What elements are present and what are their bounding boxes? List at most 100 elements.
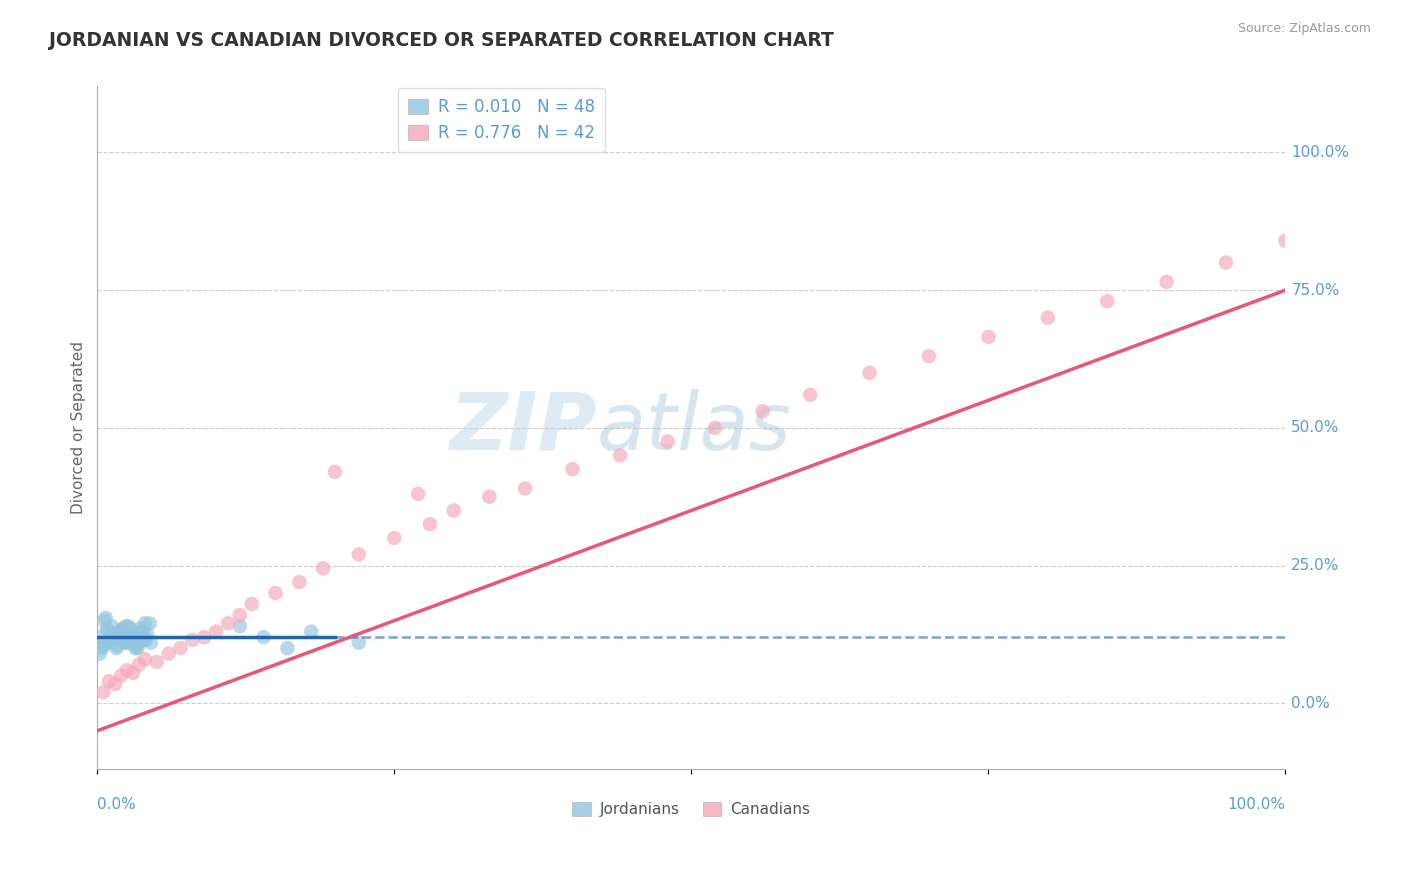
Point: [110, 668, 132, 682]
Point: [406, 487, 429, 501]
Point: [115, 663, 138, 677]
Point: [134, 652, 156, 666]
Point: [96, 622, 118, 636]
Point: [135, 632, 157, 647]
Point: [125, 639, 148, 653]
Point: [128, 632, 150, 647]
Point: [157, 647, 180, 661]
Point: [122, 630, 145, 644]
Text: 25.0%: 25.0%: [1291, 558, 1340, 573]
Point: [114, 635, 136, 649]
Point: [347, 635, 370, 649]
Legend: Jordanians, Canadians: Jordanians, Canadians: [567, 796, 817, 823]
Point: [107, 639, 129, 653]
Point: [127, 641, 149, 656]
Point: [323, 465, 346, 479]
Point: [124, 641, 146, 656]
Point: [217, 616, 239, 631]
Text: 100.0%: 100.0%: [1227, 797, 1285, 812]
Point: [1156, 275, 1178, 289]
Point: [98, 635, 121, 649]
Point: [110, 624, 132, 639]
Point: [97, 624, 120, 639]
Point: [121, 627, 143, 641]
Point: [105, 641, 128, 656]
Point: [264, 586, 287, 600]
Point: [104, 677, 127, 691]
Point: [90, 630, 112, 644]
Point: [91, 685, 114, 699]
Point: [1215, 255, 1237, 269]
Text: atlas: atlas: [596, 389, 792, 467]
Point: [1036, 310, 1059, 325]
Point: [977, 330, 1000, 344]
Y-axis label: Divorced or Separated: Divorced or Separated: [72, 342, 86, 515]
Point: [108, 624, 131, 639]
Point: [111, 622, 134, 636]
Point: [229, 619, 252, 633]
Point: [382, 531, 405, 545]
Point: [129, 622, 152, 636]
Point: [139, 635, 162, 649]
Point: [312, 561, 335, 575]
Point: [799, 388, 821, 402]
Point: [443, 503, 465, 517]
Point: [193, 630, 215, 644]
Point: [112, 630, 135, 644]
Point: [128, 657, 150, 672]
Point: [288, 575, 311, 590]
Point: [704, 421, 727, 435]
Point: [205, 624, 228, 639]
Point: [115, 619, 138, 633]
Point: [104, 627, 127, 641]
Text: JORDANIAN VS CANADIAN DIVORCED OR SEPARATED CORRELATION CHART: JORDANIAN VS CANADIAN DIVORCED OR SEPARA…: [49, 31, 834, 50]
Point: [91, 639, 114, 653]
Point: [101, 630, 124, 644]
Point: [118, 635, 141, 649]
Point: [103, 627, 125, 641]
Point: [93, 614, 115, 628]
Point: [229, 608, 252, 623]
Point: [1095, 294, 1118, 309]
Point: [347, 548, 370, 562]
Point: [181, 632, 204, 647]
Text: 0.0%: 0.0%: [1291, 696, 1330, 711]
Point: [513, 482, 536, 496]
Point: [858, 366, 880, 380]
Point: [657, 434, 679, 449]
Point: [240, 597, 263, 611]
Point: [120, 622, 142, 636]
Point: [122, 665, 145, 680]
Text: 50.0%: 50.0%: [1291, 420, 1340, 435]
Point: [131, 624, 153, 639]
Point: [918, 349, 941, 363]
Point: [478, 490, 501, 504]
Text: 100.0%: 100.0%: [1291, 145, 1350, 160]
Point: [107, 632, 129, 647]
Point: [122, 630, 145, 644]
Point: [299, 624, 322, 639]
Point: [132, 632, 155, 647]
Point: [94, 611, 117, 625]
Point: [134, 616, 156, 631]
Text: Source: ZipAtlas.com: Source: ZipAtlas.com: [1237, 22, 1371, 36]
Point: [115, 635, 138, 649]
Point: [117, 619, 139, 633]
Point: [89, 647, 111, 661]
Text: 75.0%: 75.0%: [1291, 283, 1340, 298]
Point: [98, 674, 121, 689]
Point: [100, 619, 122, 633]
Point: [609, 449, 631, 463]
Point: [1274, 234, 1296, 248]
Text: ZIP: ZIP: [449, 389, 596, 467]
Point: [751, 404, 773, 418]
Point: [561, 462, 583, 476]
Point: [131, 624, 153, 639]
Point: [253, 630, 276, 644]
Point: [145, 655, 167, 669]
Point: [100, 632, 122, 647]
Point: [169, 641, 191, 656]
Point: [276, 641, 298, 656]
Text: 0.0%: 0.0%: [97, 797, 136, 812]
Point: [136, 627, 159, 641]
